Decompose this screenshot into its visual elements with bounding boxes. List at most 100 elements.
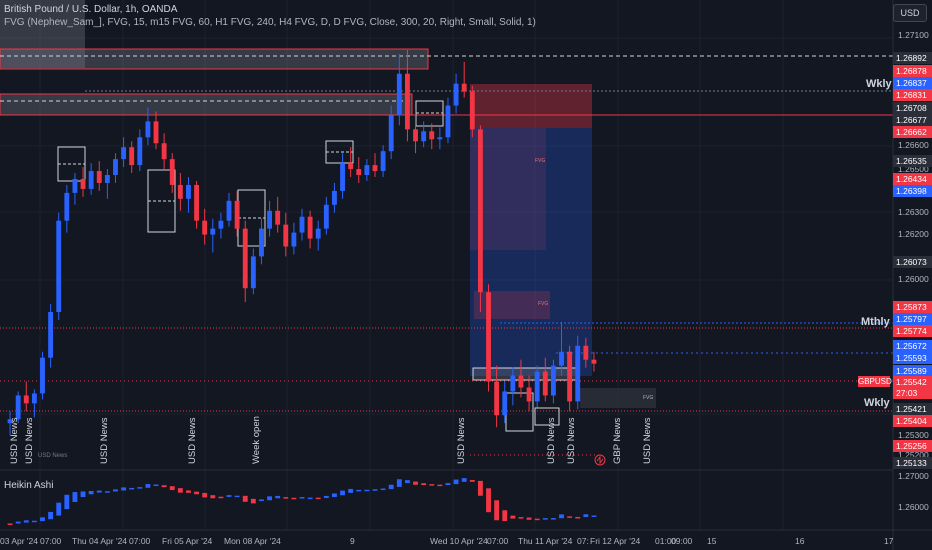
ha-candle: [177, 488, 183, 493]
symbol-tag[interactable]: GBPUSD: [858, 376, 892, 387]
price-badge: 1.26892: [893, 52, 932, 64]
news-label: USD News: [187, 417, 198, 464]
ha-candle: [591, 515, 597, 517]
price-badge: 1.25672: [893, 340, 932, 352]
ha-candle: [534, 518, 540, 521]
ha-candle: [104, 491, 110, 493]
candle-body: [469, 91, 475, 130]
fvg-tag-3: FVG: [643, 395, 654, 401]
candle-body: [445, 105, 451, 138]
price-badge: 1.25256: [893, 440, 932, 452]
time-label: 07:00: [129, 536, 151, 546]
candle-body: [332, 190, 337, 205]
price-badge: 1.25421: [893, 403, 932, 415]
ha-candle: [307, 497, 313, 500]
candle-body: [486, 292, 491, 382]
price-tick: 1.25200: [898, 450, 929, 460]
mthly-label: Mthly: [861, 316, 890, 328]
ha-candle: [421, 483, 427, 486]
fvg-zone-daily: [0, 93, 413, 116]
price-badge: 1.26434: [893, 173, 932, 185]
ha-candle: [372, 489, 378, 491]
candle-body: [242, 228, 248, 289]
candle-body: [542, 371, 548, 396]
price-tick: 1.26000: [898, 502, 929, 512]
time-label: Fri 05 Apr '24: [162, 536, 213, 546]
price-badge: 1.26708: [893, 102, 932, 114]
ha-candle: [202, 492, 208, 498]
time-label: 9: [350, 536, 355, 546]
candle-body: [534, 371, 540, 402]
price-badge: 1.26677: [893, 114, 932, 126]
ha-candle: [64, 494, 70, 510]
ha-candle: [404, 480, 410, 484]
price-badge: 1.26662: [893, 126, 932, 138]
time-label: 03 Apr '24: [0, 536, 39, 546]
candle-body: [380, 151, 386, 172]
candle-body: [31, 393, 37, 404]
price-tick: 1.26000: [898, 274, 929, 284]
candle-body: [250, 256, 256, 289]
candle-body: [575, 345, 581, 402]
ha-candle: [153, 484, 159, 487]
ha-candle: [169, 486, 175, 491]
time-label: 09:00: [671, 536, 693, 546]
price-tick: 1.26300: [898, 207, 929, 217]
level-lines: [0, 55, 893, 456]
ha-candle: [23, 520, 29, 523]
fvg-zone-right: [580, 388, 656, 408]
time-label: Wed 10 Apr '24: [430, 536, 488, 546]
candle-body: [502, 391, 508, 416]
candle-body: [477, 129, 483, 293]
price-badge: 1.25133: [893, 457, 932, 469]
indicator-legend[interactable]: FVG (Nephew_Sam_], FVG, 15, m15 FVG, 60,…: [4, 17, 536, 28]
candle-body: [526, 387, 532, 402]
ha-candle: [210, 495, 216, 499]
ha-candle: [283, 497, 289, 499]
candle-body: [259, 228, 264, 257]
ha-candle: [477, 480, 483, 496]
currency-button[interactable]: USD: [893, 4, 927, 22]
time-label: Fri 12 Apr '24: [590, 536, 641, 546]
ha-candle: [121, 487, 127, 491]
candle-body: [64, 192, 70, 221]
candle-body: [88, 171, 94, 189]
sub-pane-title[interactable]: Heikin Ashi: [4, 480, 54, 491]
ha-candle: [413, 481, 418, 485]
fvg-zone-top-left: [0, 0, 85, 68]
candle-body: [567, 351, 573, 402]
news-label: USD News: [24, 417, 35, 464]
ha-candle: [340, 490, 345, 496]
price-badge: 1.26837: [893, 77, 932, 89]
price-badge: 1.25797: [893, 313, 932, 325]
price-badge: 1.26073: [893, 256, 932, 268]
candle-body: [404, 73, 410, 130]
candle-body: [364, 165, 370, 176]
candle-body: [510, 375, 516, 392]
ha-candle: [48, 511, 54, 520]
ha-candle: [348, 488, 354, 493]
time-label: 15: [707, 536, 717, 546]
candle-body: [169, 159, 175, 185]
ha-candle: [275, 495, 281, 499]
ha-candle: [510, 515, 516, 519]
candle-body: [104, 175, 110, 183]
heikin-ashi-series: [7, 478, 597, 525]
wkly-label-bottom: Wkly: [864, 397, 890, 409]
candle-body: [348, 163, 354, 170]
candle-body: [372, 165, 378, 172]
ha-candle: [559, 514, 564, 519]
chart-title: British Pound / U.S. Dollar, 1h, OANDA: [4, 4, 178, 15]
candle-body: [40, 357, 45, 394]
ha-candle: [218, 496, 224, 499]
ha-candle: [259, 499, 264, 502]
ha-candle: [315, 497, 321, 500]
countdown-badge: 27:03: [893, 387, 932, 399]
time-label: Thu 11 Apr '24: [518, 536, 573, 546]
ha-candle: [388, 484, 394, 490]
candle-body: [7, 419, 13, 424]
ha-candle: [518, 517, 524, 519]
ha-candle: [567, 516, 573, 518]
price-badge: 1.25593: [893, 352, 932, 364]
